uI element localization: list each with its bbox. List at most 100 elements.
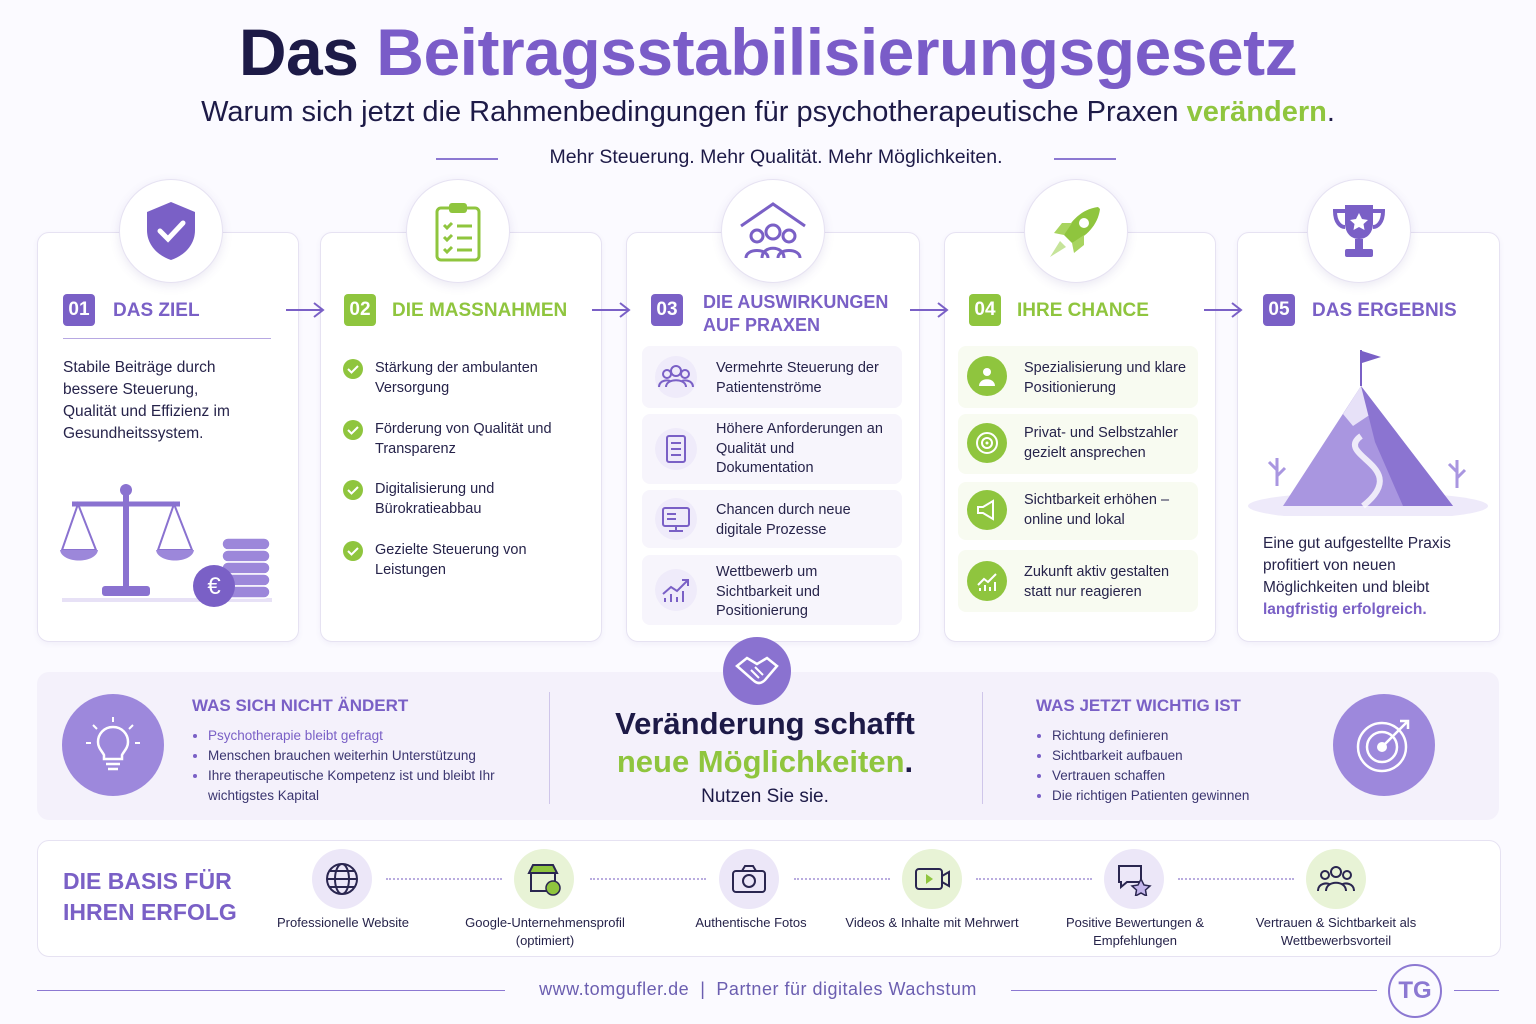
list-item: Menschen brauchen weiterhin Unterstützun… (208, 746, 528, 766)
basis-label: Google-Unternehmensprofil (optimiert) (465, 915, 625, 948)
step-number: 04 (969, 294, 1001, 326)
check-icon (343, 420, 363, 440)
list-item: Richtung definieren (1052, 726, 1312, 746)
camera-icon (719, 849, 779, 909)
result-text: Eine gut aufgestellte Praxis profitiert … (1263, 535, 1451, 596)
step-title: DIE AUSWIRKUNGEN AUF PRAXEN (703, 292, 889, 335)
list-item: Die richtigen Patienten gewinnen (1052, 786, 1312, 806)
store-icon (514, 849, 574, 909)
arrow (1204, 302, 1243, 318)
unchanged-list: Psychotherapie bleibt gefragt Menschen b… (192, 726, 528, 806)
target-icon (967, 423, 1007, 463)
list-item: Vertrauen schaffen (1052, 766, 1312, 786)
divider (549, 692, 550, 804)
growth-icon (655, 569, 697, 611)
subtitle-end: . (1326, 96, 1335, 128)
chance: Sichtbarkeit erhöhen – online und lokal (1024, 492, 1170, 528)
connector (386, 878, 502, 880)
tagline-rule (436, 158, 498, 160)
center-end: . (904, 744, 914, 779)
target-icon (1333, 694, 1435, 796)
handshake-icon (723, 637, 791, 705)
center-headline: neue Möglichkeiten. (560, 744, 970, 780)
impact: Höhere Anforderungen an Qualität und Dok… (716, 421, 883, 476)
chance: Zukunft aktiv gestalten statt nur reagie… (1024, 564, 1170, 600)
connector (1178, 878, 1294, 880)
footer-rule (37, 990, 505, 991)
basis-label: Authentische Fotos (695, 915, 807, 930)
section-title: WAS SICH NICHT ÄNDERT (192, 696, 409, 715)
megaphone-icon (967, 490, 1007, 530)
check-icon (343, 480, 363, 500)
basis-title: DIE BASIS FÜR IHREN ERFOLG (63, 868, 237, 925)
people-icon (655, 356, 697, 398)
measure: Gezielte Steuerung von Leistungen (375, 542, 527, 578)
arrow (286, 302, 325, 318)
check-icon (343, 359, 363, 379)
center-highlight: neue Möglichkeiten (616, 744, 905, 779)
footer-rule (1011, 990, 1377, 991)
tagline: Mehr Steuerung. Mehr Qualität. Mehr Mögl… (549, 146, 1003, 168)
list-item: Sichtbarkeit aufbauen (1052, 746, 1312, 766)
clipboard-icon (406, 179, 510, 283)
arrow (910, 302, 949, 318)
growth-icon (967, 561, 1007, 601)
tagline-rule (1054, 158, 1116, 160)
measure: Digitalisierung und Bürokratieabbau (375, 481, 495, 517)
list-item: Psychotherapie bleibt gefragt (208, 726, 528, 746)
connector (976, 878, 1092, 880)
document-icon (655, 428, 697, 470)
basis-label: Videos & Inhalte mit Mehrwert (845, 915, 1019, 930)
person-icon (967, 356, 1007, 396)
basis-label: Vertrauen & Sichtbarkeit als Wettbewerbs… (1255, 915, 1417, 948)
step-title: DAS ZIEL (113, 300, 200, 321)
bulb-icon (62, 694, 164, 796)
title: Das Beitragsstabilisierungsgesetz (0, 14, 1536, 90)
connector (590, 878, 706, 880)
measure: Förderung von Qualität und Transparenz (375, 421, 552, 457)
check-icon (343, 541, 363, 561)
team-icon (1306, 849, 1366, 909)
title-dark: Das (238, 15, 359, 89)
important-list: Richtung definieren Sichtbarkeit aufbaue… (1036, 726, 1312, 806)
impact: Chancen durch neue digitale Prozesse (716, 502, 851, 538)
subtitle-text: Warum sich jetzt die Rahmenbedingungen f… (201, 96, 1179, 128)
chance: Spezialisierung und klare Positionierung (1024, 360, 1187, 396)
impact: Wettbewerb um Sichtbarkeit und Positioni… (716, 564, 820, 619)
arrow (592, 302, 631, 318)
chance: Privat- und Selbstzahler gezielt ansprec… (1024, 425, 1178, 461)
svg-text:€: € (207, 573, 221, 600)
subtitle: Warum sich jetzt die Rahmenbedingungen f… (0, 96, 1536, 129)
title-accent: Beitragsstabilisierungsgesetz (376, 15, 1298, 89)
section-title: WAS JETZT WICHTIG IST (1036, 696, 1241, 715)
trophy-icon (1307, 179, 1411, 283)
measure: Stärkung der ambulanten Versorgung (375, 360, 538, 396)
impact: Vermehrte Steuerung der Patientenströme (716, 360, 879, 396)
divider (982, 692, 983, 804)
globe-icon (312, 849, 372, 909)
step-title: DIE MASSNAHMEN (392, 300, 568, 321)
step-number: 01 (63, 294, 95, 326)
step-number: 05 (1263, 294, 1295, 326)
footer-claim: Partner für digitales Wachstum (716, 979, 977, 999)
list-item: Ihre therapeutische Kompetenz ist und bl… (208, 766, 508, 806)
basis-label: Positive Bewertungen & Empfehlungen (1065, 915, 1205, 948)
shield-icon (119, 179, 223, 283)
step-title: IHRE CHANCE (1017, 300, 1149, 321)
center-sub: Nutzen Sie sie. (701, 786, 829, 807)
step-text: Eine gut aufgestellte Praxis profitiert … (1263, 533, 1478, 621)
footer-rule (1454, 990, 1499, 991)
step-number: 03 (651, 294, 683, 326)
footer-url: www.tomgufler.de (539, 979, 690, 999)
mountain-illustration (1248, 350, 1488, 516)
logo: TG (1388, 964, 1442, 1018)
footer-separator: | (700, 979, 706, 999)
step-title: DAS ERGEBNIS (1312, 300, 1457, 321)
center-headline: Veränderung schafft (615, 706, 915, 741)
connector (794, 878, 890, 880)
basis-label: Professionelle Website (277, 915, 409, 930)
step-number: 02 (344, 294, 376, 326)
rocket-icon (1024, 179, 1128, 283)
